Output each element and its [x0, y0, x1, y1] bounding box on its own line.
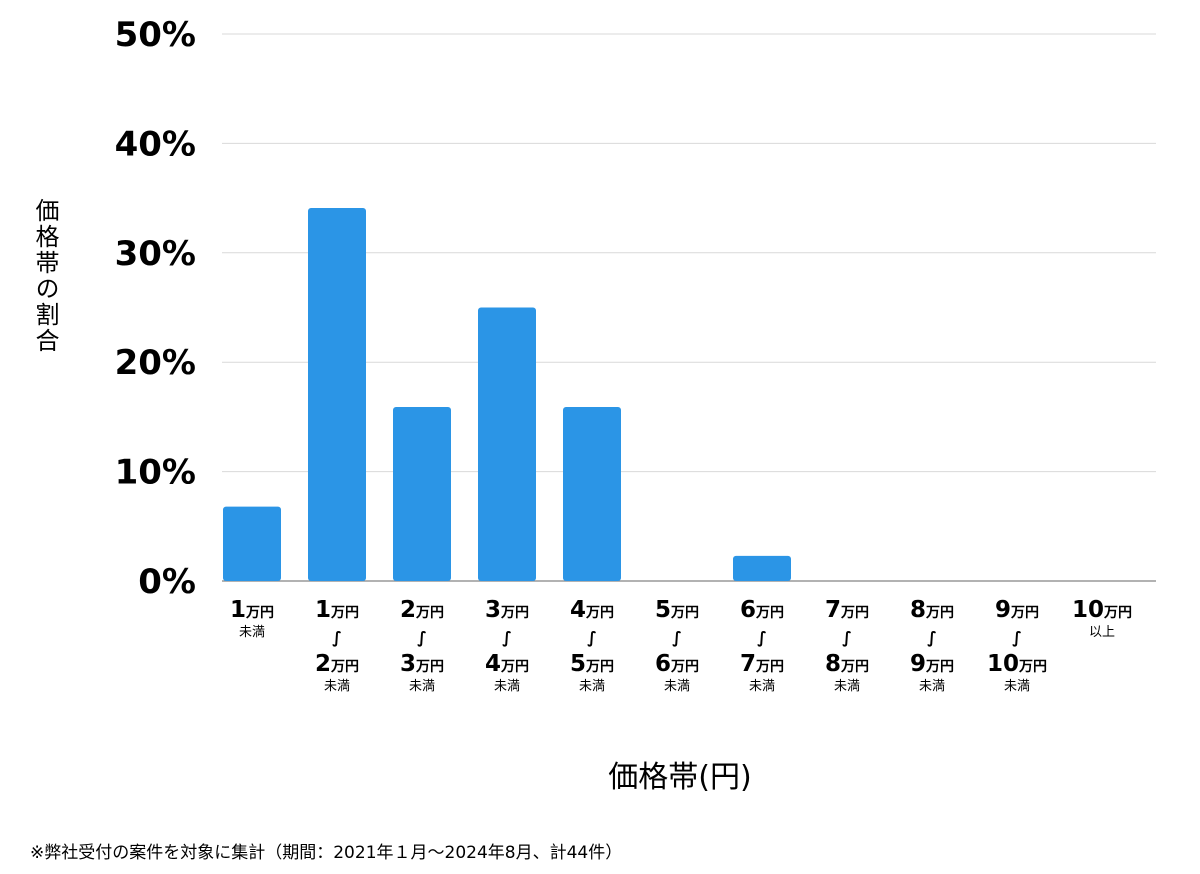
- y-tick-label: 50%: [115, 15, 196, 55]
- bar: [478, 307, 536, 581]
- x-tick-label-to: 7万円: [740, 651, 784, 677]
- x-tick-label-tilde: ∫: [927, 628, 937, 647]
- x-tick-label-tilde: ∫: [587, 628, 597, 647]
- x-tick-label-from: 3万円: [485, 597, 529, 623]
- x-tick-label-note: 未満: [1004, 679, 1030, 694]
- x-tick-label-note: 未満: [409, 679, 435, 694]
- x-tick-label-to: 10万円: [987, 651, 1047, 677]
- bar: [223, 506, 281, 581]
- x-tick-label-tilde: ∫: [332, 628, 342, 647]
- x-tick-label-from: 2万円: [400, 597, 444, 623]
- x-tick-label-note: 未満: [834, 679, 860, 694]
- x-tick-label-from: 5万円: [655, 597, 699, 623]
- bar: [733, 555, 791, 581]
- x-tick-label-from: 1万円: [230, 597, 274, 623]
- x-tick-label-from: 8万円: [910, 597, 954, 623]
- x-tick-label-note: 未満: [324, 679, 350, 694]
- y-tick-label: 30%: [115, 234, 196, 274]
- bar: [563, 407, 621, 581]
- x-tick-label-to: 9万円: [910, 651, 954, 677]
- x-tick-label-from: 6万円: [740, 597, 784, 623]
- x-tick-label-note: 未満: [579, 679, 605, 694]
- x-tick-label-to: 5万円: [570, 651, 614, 677]
- x-tick-label-to: 3万円: [400, 651, 444, 677]
- y-tick-label: 10%: [115, 453, 196, 493]
- x-tick-label-from: 1万円: [315, 597, 359, 623]
- x-tick-label-from: 4万円: [570, 597, 614, 623]
- x-tick-label-tilde: ∫: [842, 628, 852, 647]
- x-tick-label-tilde: ∫: [502, 628, 512, 647]
- x-tick-label-to: 8万円: [825, 651, 869, 677]
- x-tick-label-from: 7万円: [825, 597, 869, 623]
- x-tick-label-from: 10万円: [1072, 597, 1132, 623]
- x-tick-label-from: 9万円: [995, 597, 1039, 623]
- x-tick-label-note: 未満: [664, 679, 690, 694]
- x-tick-label-note: 未満: [919, 679, 945, 694]
- x-tick-label-to: 2万円: [315, 651, 359, 677]
- footnote: ※弊社受付の案件を対象に集計（期間：2021年１月〜2024年8月、計44件）: [30, 843, 623, 863]
- y-tick-label: 20%: [115, 343, 196, 383]
- x-tick-label-note: 未満: [239, 625, 265, 640]
- x-tick-label-tilde: ∫: [417, 628, 427, 647]
- x-axis-label: 価格帯(円): [608, 760, 752, 795]
- x-tick-label-tilde: ∫: [1012, 628, 1022, 647]
- x-tick-label-note: 以上: [1089, 625, 1115, 640]
- y-tick-label: 40%: [115, 124, 196, 164]
- x-tick-label-tilde: ∫: [672, 628, 682, 647]
- bar: [308, 207, 366, 582]
- x-tick-label-to: 6万円: [655, 651, 699, 677]
- x-tick-label-note: 未満: [494, 679, 520, 694]
- y-tick-label: 0%: [138, 562, 196, 602]
- bar: [393, 407, 451, 581]
- x-tick-label-tilde: ∫: [757, 628, 767, 647]
- x-tick-label-to: 4万円: [485, 651, 529, 677]
- y-axis-label: 価格帯の割合: [31, 198, 59, 354]
- x-tick-label-note: 未満: [749, 679, 775, 694]
